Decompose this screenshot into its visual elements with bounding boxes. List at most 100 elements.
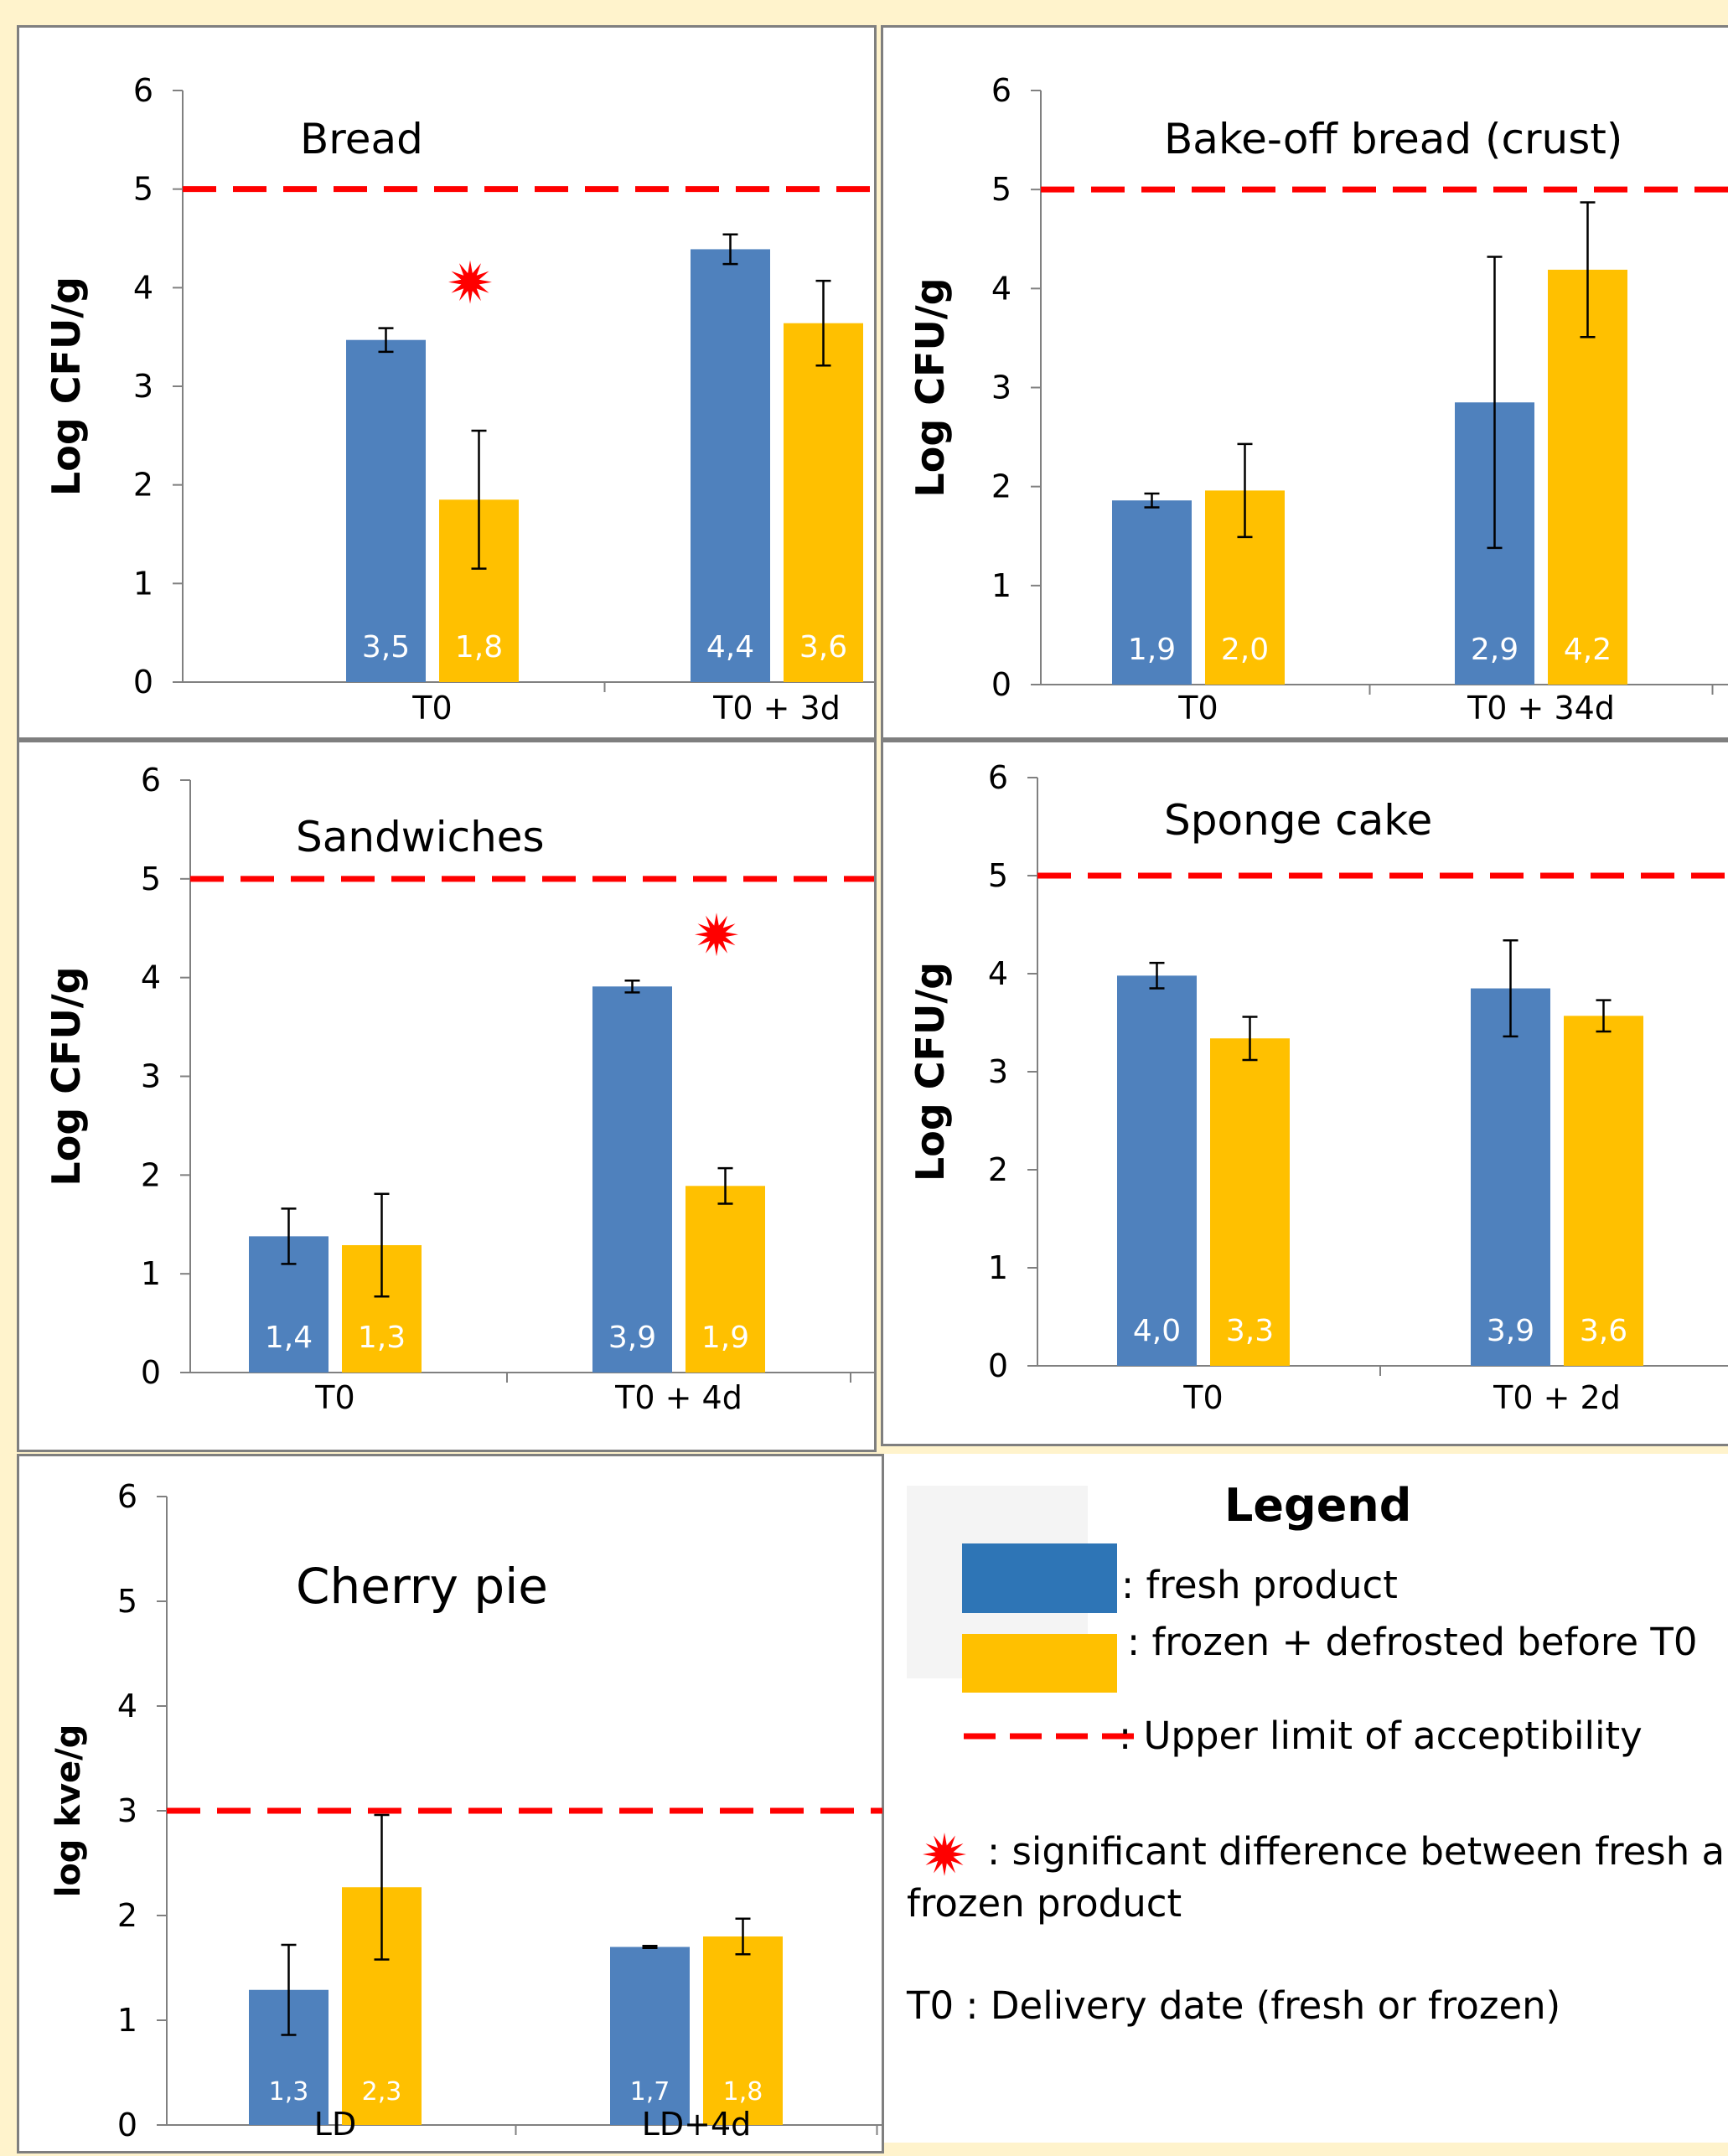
y-axis-label: Log CFU/g: [908, 962, 953, 1181]
y-tick-label: 3: [991, 370, 1011, 406]
y-tick-label: 3: [117, 1792, 137, 1829]
frozen-bar: [784, 323, 863, 682]
fresh-bar: [1112, 500, 1192, 685]
legend-frozen-label: : frozen + defrosted before T0: [1127, 1620, 1698, 1664]
data-label: 3,3: [1226, 1314, 1274, 1348]
y-tick-label: 1: [141, 1255, 161, 1292]
y-tick-label: 2: [988, 1151, 1008, 1188]
data-label: 3,9: [1487, 1314, 1534, 1348]
y-tick-label: 6: [141, 762, 161, 799]
data-label: 2,0: [1221, 633, 1269, 667]
fresh-bar: [592, 986, 672, 1373]
y-tick-label: 4: [991, 270, 1011, 307]
y-tick-label: 3: [988, 1053, 1008, 1090]
y-tick-label: 4: [988, 955, 1008, 992]
chart-svg: 0 1 2 3 4 5 6 3,5 1,8T0 4,4 3,6 T0 + 3d Bread Log CFU…: [44, 72, 874, 726]
y-tick-label: 0: [133, 664, 153, 701]
category-label: T0 + 4d: [614, 1379, 742, 1416]
data-label: 1,9: [701, 1321, 749, 1355]
y-tick-label: 1: [988, 1249, 1008, 1286]
y-tick-label: 6: [991, 72, 1011, 109]
sponge-cake-chart-panel: 0 1 2 3 4 5 6 4,0 3,3 T0 3,9 3,6 T0 + 2d Sponge cake L…: [881, 740, 1728, 1446]
data-label: 4,2: [1564, 633, 1612, 667]
legend-significance-label-2: frozen product: [907, 1881, 1182, 1926]
data-label: 3,5: [362, 630, 410, 664]
chart-title: Cherry pie: [296, 1558, 548, 1615]
data-label: 1,8: [723, 2077, 763, 2107]
y-tick-label: 5: [988, 857, 1008, 894]
legend-limit-label: : Upper limit of acceptibility: [1119, 1714, 1643, 1758]
chart-title: Sandwiches: [296, 813, 545, 861]
legend-box: Legend : fresh product : frozen + defros…: [884, 1454, 1728, 2143]
y-tick-label: 2: [141, 1156, 161, 1193]
chart-title: Bake-off bread (crust): [1164, 115, 1622, 163]
y-axis-label: Log CFU/g: [44, 277, 89, 496]
legend-fresh-swatch: [962, 1543, 1117, 1613]
category-label: T0: [411, 690, 452, 726]
bake-off-bread-chart-panel: 0 1 2 3 4 5 6 1,9 2,0 T0 2,9 4,2 T0 + 34d Bake-off br…: [881, 25, 1728, 740]
y-tick-label: 0: [117, 2107, 137, 2143]
y-tick-label: 2: [133, 467, 153, 504]
frozen-bar: [1564, 1016, 1643, 1366]
y-tick-label: 3: [141, 1058, 161, 1095]
y-tick-label: 6: [117, 1478, 137, 1515]
data-label: 1,9: [1128, 633, 1176, 667]
frozen-bar: [1210, 1038, 1290, 1366]
frozen-bar: [1548, 269, 1627, 685]
y-tick-label: 5: [141, 861, 161, 897]
category-label: LD: [314, 2106, 356, 2143]
legend-significance-label: : significant difference between fresh a…: [987, 1829, 1728, 1874]
legend-frozen-swatch: [962, 1634, 1117, 1693]
y-tick-label: 1: [991, 567, 1011, 604]
y-tick-label: 3: [133, 368, 153, 405]
y-tick-label: 5: [117, 1583, 137, 1620]
legend-fresh-label: : fresh product: [1121, 1563, 1398, 1607]
y-tick-label: 0: [141, 1354, 161, 1391]
chart-title: Bread: [300, 115, 423, 163]
frozen-bar: [703, 1936, 783, 2125]
data-label: 4,0: [1133, 1314, 1181, 1348]
legend-t0-note: T0 : Delivery date (fresh or frozen): [907, 1983, 1561, 2028]
sandwiches-chart-panel: 0 1 2 3 4 5 6 1,4 1,3 T0 3,9 1,9 T0 + 4d Sandwiches Lo…: [17, 740, 877, 1452]
chart-title: Sponge cake: [1164, 796, 1432, 845]
chart-svg: 0 1 2 3 4 5 6 1,3 2,3LD 1,7 1,8LD+4d Cherry pie log …: [49, 1478, 882, 2143]
significance-star-icon: [448, 260, 492, 304]
category-label: T0 + 2d: [1493, 1379, 1621, 1416]
fresh-bar: [610, 1947, 690, 2125]
data-label: 1,4: [265, 1321, 313, 1355]
frozen-bar: [686, 1186, 765, 1373]
data-label: 1,8: [455, 630, 503, 664]
data-label: 3,6: [1580, 1314, 1627, 1348]
data-label: 1,3: [269, 2077, 309, 2107]
y-tick-label: 1: [133, 565, 153, 602]
y-tick-label: 5: [991, 171, 1011, 208]
cherry-pie-chart-panel: 0 1 2 3 4 5 6 1,3 2,3 LD 1,7 1,8 LD+4d Cherry pie log …: [17, 1454, 884, 2153]
category-label: LD+4d: [642, 2106, 752, 2143]
fresh-bar: [1117, 975, 1197, 1366]
y-tick-label: 2: [117, 1897, 137, 1934]
data-label: 3,6: [799, 630, 847, 664]
chart-svg: 0 1 2 3 4 5 6 1,9 2,0T0 2,9 4,2 T0 + 34d Bake-off br…: [908, 72, 1728, 726]
y-axis-label: Log CFU/g: [44, 966, 89, 1186]
data-label: 4,4: [706, 630, 754, 664]
chart-svg: 0 1 2 3 4 5 6 1,4 1,3T0 3,9 1,9 T0 + 4d Sandwiches Lo…: [44, 762, 874, 1416]
data-label: 2,9: [1471, 633, 1518, 667]
fresh-bar: [346, 339, 426, 682]
fresh-bar: [1471, 988, 1550, 1366]
y-tick-label: 6: [133, 72, 153, 109]
chart-svg: 0 1 2 3 4 5 6 4,0 3,3T0 3,9 3,6 T0 + 2d Sponge cake L…: [908, 759, 1728, 1416]
y-tick-label: 4: [141, 959, 161, 996]
bread-chart-panel: 0 1 2 3 4 5 6 3,5 1,8 T0 4,4 3,6 T0 + 3d Bread Log CFU…: [17, 25, 877, 740]
category-label: T0: [1177, 690, 1218, 726]
legend-limit-swatch: [964, 1733, 1136, 1740]
category-label: T0: [314, 1379, 354, 1416]
y-tick-label: 1: [117, 2002, 137, 2039]
category-label: T0 + 3d: [712, 690, 841, 726]
y-tick-label: 2: [991, 468, 1011, 505]
data-label: 2,3: [362, 2077, 402, 2107]
data-label: 3,9: [608, 1321, 656, 1355]
y-axis-label: log kve/g: [49, 1724, 88, 1898]
y-tick-label: 0: [991, 666, 1011, 703]
y-tick-label: 4: [117, 1688, 137, 1724]
category-label: T0 + 34d: [1467, 690, 1615, 726]
